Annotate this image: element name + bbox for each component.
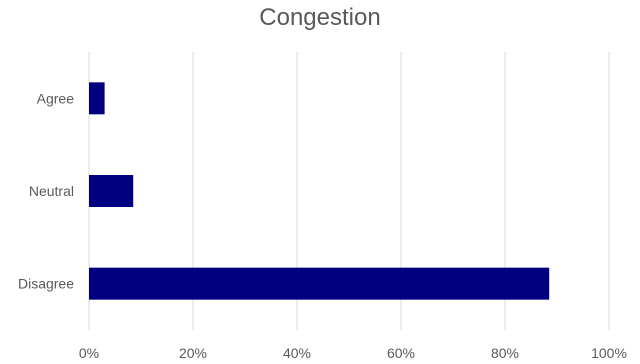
chart-title: Congestion [259,4,381,31]
x-tick-label: 0% [79,345,99,361]
y-tick-label-neutral: Neutral [29,183,74,199]
bar-disagree [89,267,550,300]
bar-agree [89,82,105,115]
x-tick-labels: 0% 20% 40% 60% 80% 100% [79,345,627,361]
bar-neutral [89,175,134,207]
x-tick-label: 20% [179,345,207,361]
y-tick-labels: Agree Neutral Disagree [18,90,74,291]
x-tick-label: 100% [591,345,627,361]
bars [89,82,550,300]
y-tick-label-disagree: Disagree [18,276,74,292]
x-tick-label: 40% [283,345,311,361]
x-tick-label: 80% [491,345,519,361]
x-tick-label: 60% [387,345,415,361]
y-tick-label-agree: Agree [37,90,75,106]
